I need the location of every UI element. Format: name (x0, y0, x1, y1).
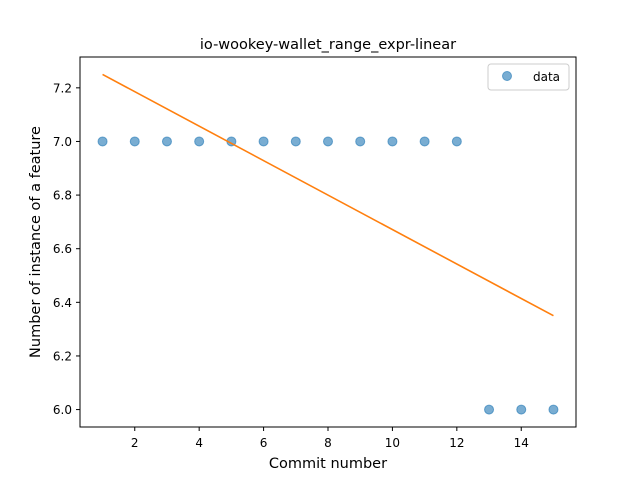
x-tick-label: 8 (324, 436, 332, 450)
x-axis-label: Commit number (269, 456, 387, 472)
legend-label-data: data (533, 70, 560, 84)
data-point (290, 136, 301, 147)
data-point (258, 136, 269, 147)
data-point (548, 404, 559, 415)
data-point (451, 136, 462, 147)
y-tick-label: 6.6 (53, 242, 72, 256)
x-tick-label: 14 (514, 436, 529, 450)
data-point (161, 136, 172, 147)
legend-box (487, 63, 570, 91)
x-tick-label: 10 (385, 436, 400, 450)
x-axis-ticks: 2 4 6 8 10 12 14 (131, 427, 529, 450)
data-point (323, 136, 333, 147)
y-axis-ticks: 6.0 6.2 6.4 6.6 6.8 7.0 7.2 (53, 81, 80, 417)
x-tick-label: 4 (195, 436, 203, 450)
x-tick-label: 2 (131, 436, 139, 450)
legend-marker-data (502, 71, 512, 81)
y-axis-label: Number of instance of a feature (28, 126, 44, 358)
x-tick-label: 6 (260, 436, 268, 450)
plot-marks (97, 73, 559, 415)
fit-line (102, 73, 554, 317)
data-point (355, 136, 366, 147)
x-tick-label: 12 (449, 436, 464, 450)
data-point (194, 136, 205, 147)
chart-title: io-wookey-wallet_range_expr-linear (200, 37, 456, 53)
y-tick-label: 7.2 (53, 81, 72, 95)
legend: data (487, 63, 570, 91)
y-tick-label: 6.8 (53, 189, 72, 203)
data-point (387, 136, 398, 147)
y-tick-label: 7.0 (53, 135, 72, 149)
y-tick-label: 6.0 (53, 403, 72, 417)
y-tick-label: 6.4 (53, 296, 72, 310)
data-point (419, 136, 430, 147)
data-point (484, 404, 495, 415)
data-point (129, 136, 140, 147)
data-point (97, 136, 108, 147)
data-point (516, 404, 527, 415)
y-tick-label: 6.2 (53, 349, 72, 363)
